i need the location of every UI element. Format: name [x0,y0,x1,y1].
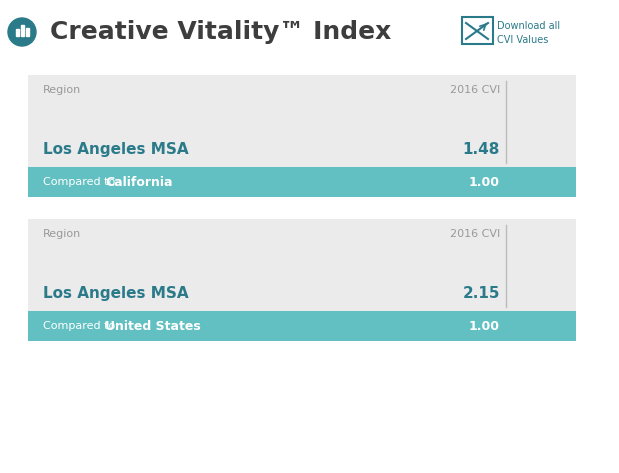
Text: 1.00: 1.00 [469,319,500,333]
Text: Compared to: Compared to [43,321,115,331]
FancyBboxPatch shape [462,18,493,44]
Text: 2016 CVI: 2016 CVI [450,229,500,239]
Text: 2016 CVI: 2016 CVI [450,85,500,95]
FancyBboxPatch shape [28,75,576,167]
Text: United States: United States [105,319,201,333]
Text: Los Angeles MSA: Los Angeles MSA [43,286,189,301]
FancyBboxPatch shape [26,28,29,36]
Text: 1.48: 1.48 [462,142,500,157]
FancyBboxPatch shape [28,311,576,341]
Text: Region: Region [43,85,81,95]
FancyBboxPatch shape [16,29,19,36]
Text: Los Angeles MSA: Los Angeles MSA [43,142,189,157]
FancyBboxPatch shape [21,25,24,36]
FancyBboxPatch shape [28,167,576,197]
Text: Region: Region [43,229,81,239]
Text: California: California [105,175,173,189]
Text: Download all
CVI Values: Download all CVI Values [497,21,560,45]
Text: 1.00: 1.00 [469,175,500,189]
Text: Creative Vitality™ Index: Creative Vitality™ Index [50,20,391,44]
Circle shape [8,18,36,46]
FancyBboxPatch shape [28,219,576,311]
Text: Compared to: Compared to [43,177,115,187]
Text: 2.15: 2.15 [462,286,500,301]
